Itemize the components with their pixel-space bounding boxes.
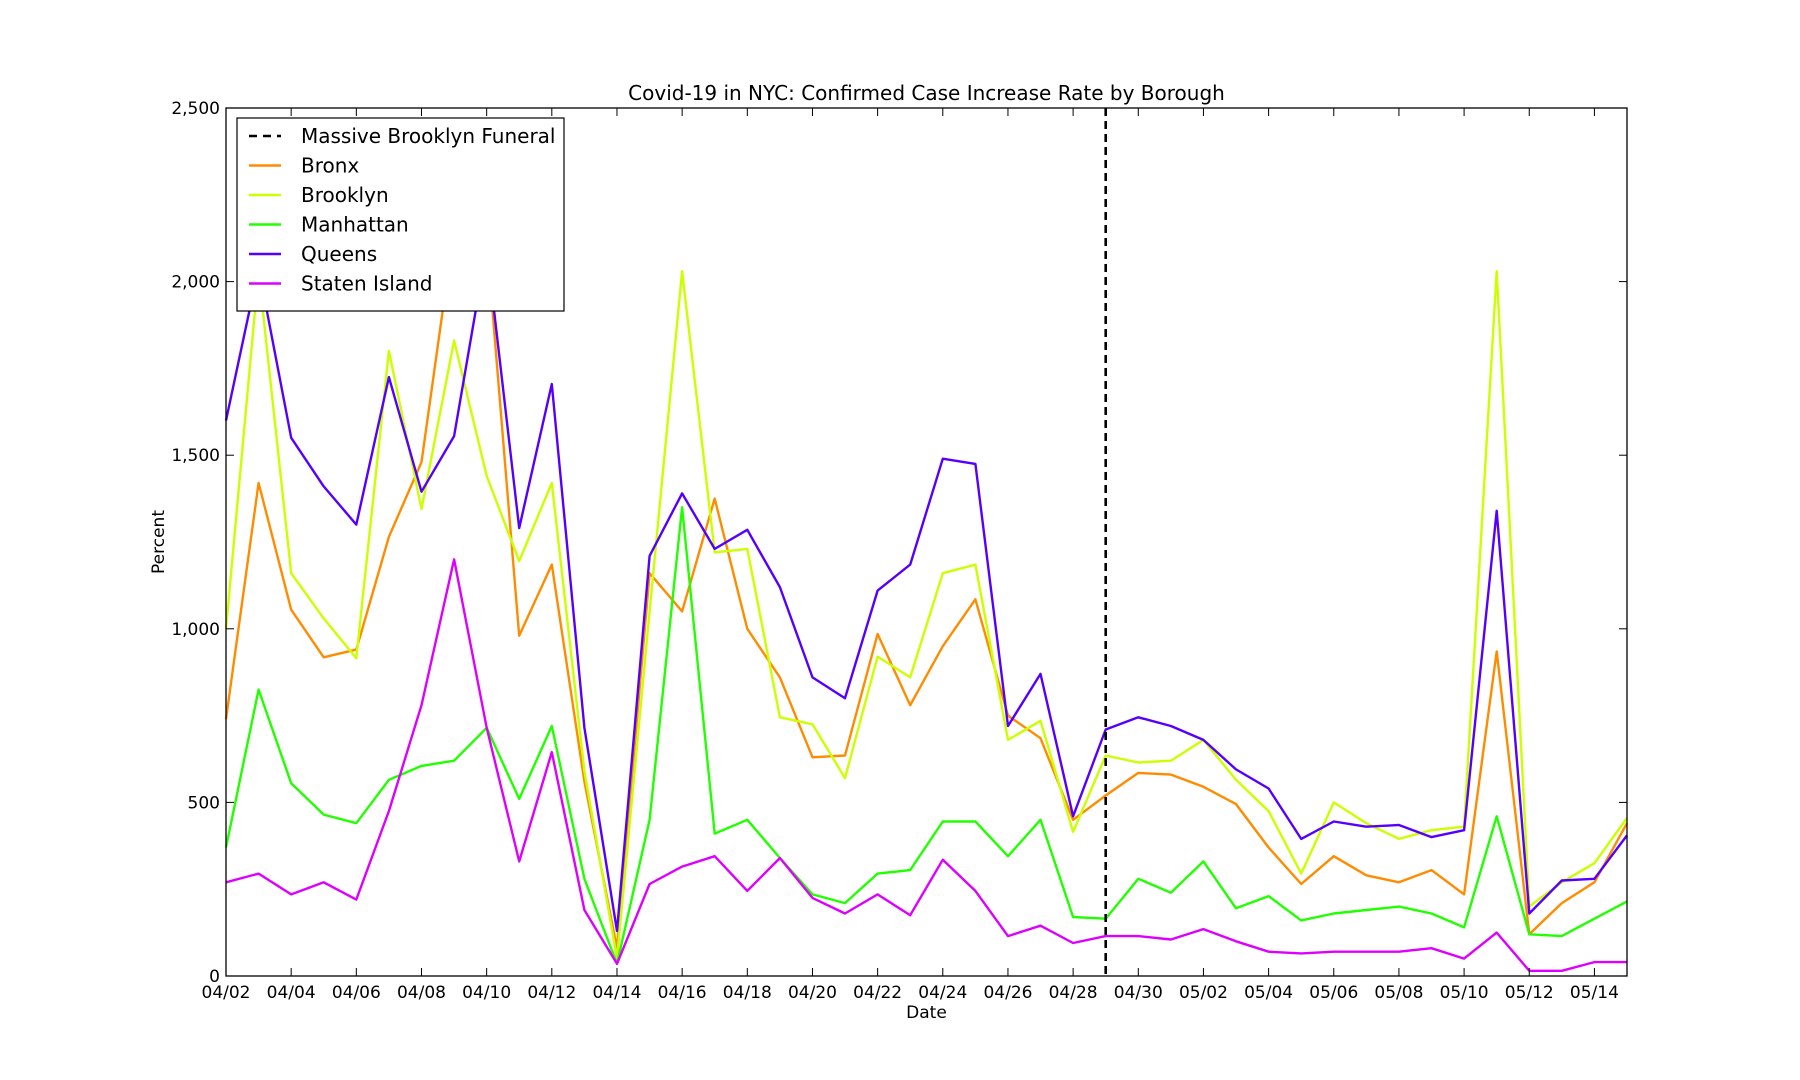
series-line-bronx	[224, 228, 1629, 950]
y-tick-label: 2,000	[171, 273, 220, 293]
x-tick-label: 04/04	[267, 983, 316, 1003]
y-tick-label: 2,500	[171, 99, 220, 119]
legend-label: Manhattan	[301, 213, 409, 237]
legend-label: Queens	[301, 242, 377, 266]
y-tick-label: 0	[209, 967, 220, 987]
legend: Massive Brooklyn Funeral Bronx Brooklyn Man…	[236, 117, 565, 312]
x-tick-label: 04/14	[592, 983, 641, 1003]
x-tick-label: 05/08	[1374, 983, 1423, 1003]
series-lines	[224, 228, 1629, 972]
axis-ticks: 0 500 1,000 1,500 2,000 2,500 04/02 04/04 04/06 0…	[171, 99, 1627, 1003]
x-tick-label: 04/10	[462, 983, 511, 1003]
x-tick-label: 04/16	[658, 983, 707, 1003]
legend-label: Staten Island	[301, 272, 432, 296]
x-tick-label: 04/12	[527, 983, 576, 1003]
x-tick-label: 05/12	[1505, 983, 1554, 1003]
series-line-brooklyn	[224, 270, 1628, 960]
series-line-queens	[224, 245, 1628, 933]
x-tick-label: 04/24	[918, 983, 967, 1003]
x-tick-label: 04/06	[332, 983, 381, 1003]
x-tick-label: 04/26	[983, 983, 1032, 1003]
legend-box	[236, 117, 565, 312]
x-tick-label: 04/22	[853, 983, 902, 1003]
x-tick-label: 04/08	[397, 983, 446, 1003]
plot-frame	[225, 107, 1628, 977]
series-line-staten-island	[225, 558, 1627, 972]
x-tick-label: 04/28	[1049, 983, 1098, 1003]
series-line-manhattan	[224, 506, 1628, 965]
legend-label: Brooklyn	[301, 183, 389, 207]
chart-title: Covid-19 in NYC: Confirmed Case Increase…	[628, 81, 1225, 105]
x-tick-label: 04/02	[202, 983, 251, 1003]
x-tick-label: 05/14	[1570, 983, 1619, 1003]
y-tick-label: 1,000	[171, 620, 220, 640]
legend-label: Bronx	[301, 154, 359, 178]
x-tick-label: 04/30	[1114, 983, 1163, 1003]
x-axis-title: Date	[906, 1003, 947, 1023]
x-tick-label: 04/20	[788, 983, 837, 1003]
x-tick-label: 05/10	[1440, 983, 1489, 1003]
legend-label: Massive Brooklyn Funeral	[301, 124, 556, 148]
y-axis-title: Percent	[149, 510, 169, 574]
x-tick-label: 05/02	[1179, 983, 1228, 1003]
y-tick-label: 500	[188, 793, 220, 813]
y-tick-label: 1,500	[171, 446, 220, 466]
x-tick-label: 04/18	[723, 983, 772, 1003]
x-tick-label: 05/04	[1244, 983, 1293, 1003]
x-tick-label: 05/06	[1309, 983, 1358, 1003]
